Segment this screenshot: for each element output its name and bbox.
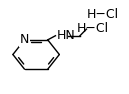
Text: N: N [20,33,29,46]
Text: HN: HN [57,29,75,42]
Text: H−Cl: H−Cl [77,22,109,35]
Text: H−Cl: H−Cl [87,8,119,21]
